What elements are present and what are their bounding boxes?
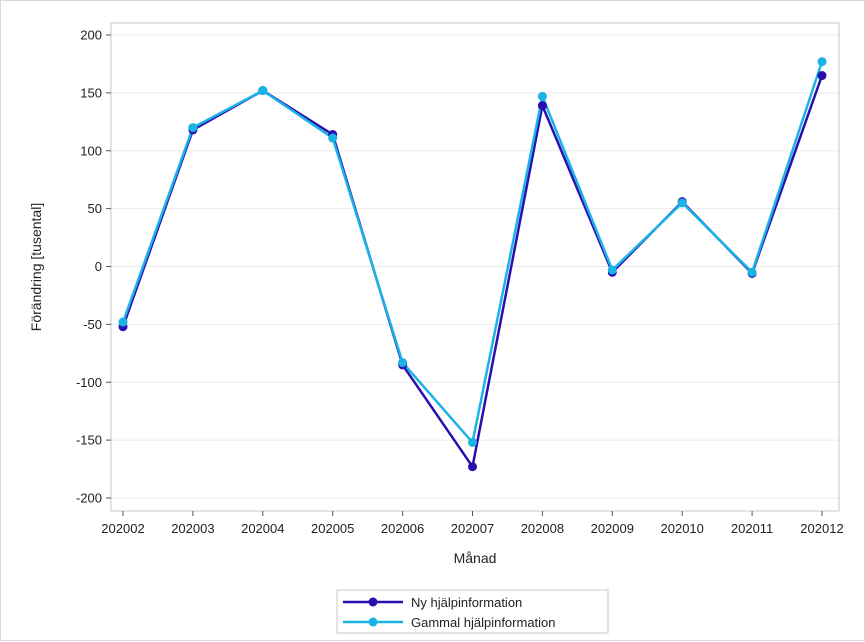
legend-swatch-marker-2 — [368, 617, 378, 627]
x-axis-ticks: 202002 202003 202004 202005 202006 202007 2020… — [101, 511, 844, 536]
x-tick-label: 202003 — [171, 521, 214, 536]
x-tick-label: 202010 — [661, 521, 704, 536]
data-point-series-2 — [817, 57, 827, 67]
x-tick-label: 202005 — [311, 521, 354, 536]
y-tick-label: 50 — [88, 201, 102, 216]
y-tick-label: 200 — [80, 28, 102, 43]
data-point-series-1 — [468, 462, 477, 472]
gridlines — [111, 34, 839, 499]
legend-label-1: Ny hjälpinformation — [411, 595, 522, 610]
data-point-series-1 — [537, 101, 547, 111]
series-line-2 — [121, 61, 824, 444]
y-tick-label: -200 — [76, 491, 102, 506]
data-point-series-2 — [747, 267, 757, 277]
y-axis-ticks: -200 -150 -100 -50 0 50 100 150 200 — [76, 28, 111, 506]
series-points — [118, 57, 827, 472]
y-tick-label: -150 — [76, 433, 102, 448]
data-point-series-2 — [258, 86, 268, 96]
x-tick-label: 202009 — [591, 521, 634, 536]
series-line-1 — [121, 75, 824, 468]
x-tick-label: 202004 — [241, 521, 284, 536]
data-point-series-2 — [118, 317, 128, 327]
legend-box — [336, 589, 609, 634]
y-tick-label: 150 — [80, 85, 102, 100]
data-point-series-2 — [328, 133, 338, 143]
x-tick-label: 202002 — [101, 521, 144, 536]
y-axis-title: Förändring [tusental] — [28, 203, 44, 331]
data-point-series-2 — [677, 198, 687, 208]
x-axis-title: Månad — [454, 550, 497, 566]
legend-label-2: Gammal hjälpinformation — [411, 615, 556, 630]
y-tick-label: 100 — [80, 143, 102, 158]
legend: Ny hjälpinformation Gammal hjälpinformat… — [336, 589, 609, 634]
data-point-series-1 — [817, 71, 827, 81]
data-point-series-2 — [537, 91, 547, 101]
legend-swatch-marker-1 — [368, 597, 378, 607]
x-tick-label: 202006 — [381, 521, 424, 536]
data-point-series-2 — [607, 265, 617, 275]
x-tick-label: 202008 — [521, 521, 564, 536]
y-tick-label: 0 — [95, 259, 102, 274]
data-point-series-2 — [398, 358, 408, 368]
data-point-series-2 — [468, 437, 477, 447]
x-tick-label: 202012 — [800, 521, 843, 536]
y-tick-label: -50 — [83, 317, 102, 332]
x-tick-label: 202007 — [451, 521, 494, 536]
series-lines — [121, 61, 824, 468]
y-tick-label: -100 — [76, 375, 102, 390]
x-tick-label: 202011 — [731, 521, 773, 536]
data-point-series-2 — [188, 123, 198, 133]
